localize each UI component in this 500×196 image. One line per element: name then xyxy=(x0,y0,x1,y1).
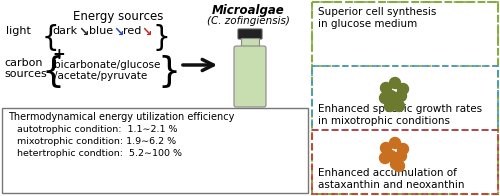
Text: Thermodynamical energy utilization efficiency: Thermodynamical energy utilization effic… xyxy=(8,112,234,122)
Circle shape xyxy=(396,151,406,162)
Text: autotrophic condition:  1.1∼2.1 %: autotrophic condition: 1.1∼2.1 % xyxy=(8,125,177,134)
Text: ↘: ↘ xyxy=(113,26,124,39)
Circle shape xyxy=(390,99,402,110)
Circle shape xyxy=(384,101,396,112)
Text: bicarbonate/glucose: bicarbonate/glucose xyxy=(54,60,160,70)
Text: carbon: carbon xyxy=(4,58,43,68)
Text: ↘: ↘ xyxy=(141,26,152,39)
Text: Energy sources: Energy sources xyxy=(73,10,163,23)
FancyBboxPatch shape xyxy=(241,38,259,48)
Text: sources: sources xyxy=(4,69,47,79)
Text: (C. zofingiensis): (C. zofingiensis) xyxy=(206,16,290,26)
Text: hetertrophic condtion:  5.2∼100 %: hetertrophic condtion: 5.2∼100 % xyxy=(8,149,182,158)
FancyBboxPatch shape xyxy=(238,29,262,39)
Circle shape xyxy=(396,91,406,102)
Text: dark: dark xyxy=(52,26,77,36)
Circle shape xyxy=(390,159,402,170)
Text: {: { xyxy=(42,24,60,52)
Text: +: + xyxy=(52,47,65,62)
Circle shape xyxy=(386,91,396,102)
Circle shape xyxy=(386,151,396,162)
Text: ↘: ↘ xyxy=(78,26,88,39)
Text: Enhanced specific growth rates
in mixotrophic conditions: Enhanced specific growth rates in mixotr… xyxy=(318,104,482,126)
Text: red: red xyxy=(123,26,142,36)
Circle shape xyxy=(380,83,392,93)
FancyBboxPatch shape xyxy=(2,108,308,193)
Circle shape xyxy=(398,143,408,154)
Circle shape xyxy=(398,83,408,94)
Text: mixotrophic condition: 1.9∼6.2 %: mixotrophic condition: 1.9∼6.2 % xyxy=(8,137,176,146)
Circle shape xyxy=(380,142,392,153)
Circle shape xyxy=(380,152,390,163)
Text: {: { xyxy=(42,55,65,89)
Text: Superior cell synthesis
in glucose medium: Superior cell synthesis in glucose mediu… xyxy=(318,7,436,29)
Text: }: } xyxy=(152,24,170,52)
FancyBboxPatch shape xyxy=(312,2,498,194)
Circle shape xyxy=(394,101,404,112)
Text: Microalgae: Microalgae xyxy=(212,4,284,17)
Circle shape xyxy=(390,138,400,149)
Text: /acetate/pyruvate: /acetate/pyruvate xyxy=(54,71,147,81)
FancyBboxPatch shape xyxy=(234,46,266,107)
Text: light: light xyxy=(6,26,31,36)
Circle shape xyxy=(380,93,390,103)
Text: Enhanced accumulation of
astaxanthin and neoxanthin: Enhanced accumulation of astaxanthin and… xyxy=(318,168,464,190)
Text: }: } xyxy=(157,55,180,89)
Text: blue: blue xyxy=(89,26,113,36)
Circle shape xyxy=(390,77,400,89)
Circle shape xyxy=(394,161,404,172)
